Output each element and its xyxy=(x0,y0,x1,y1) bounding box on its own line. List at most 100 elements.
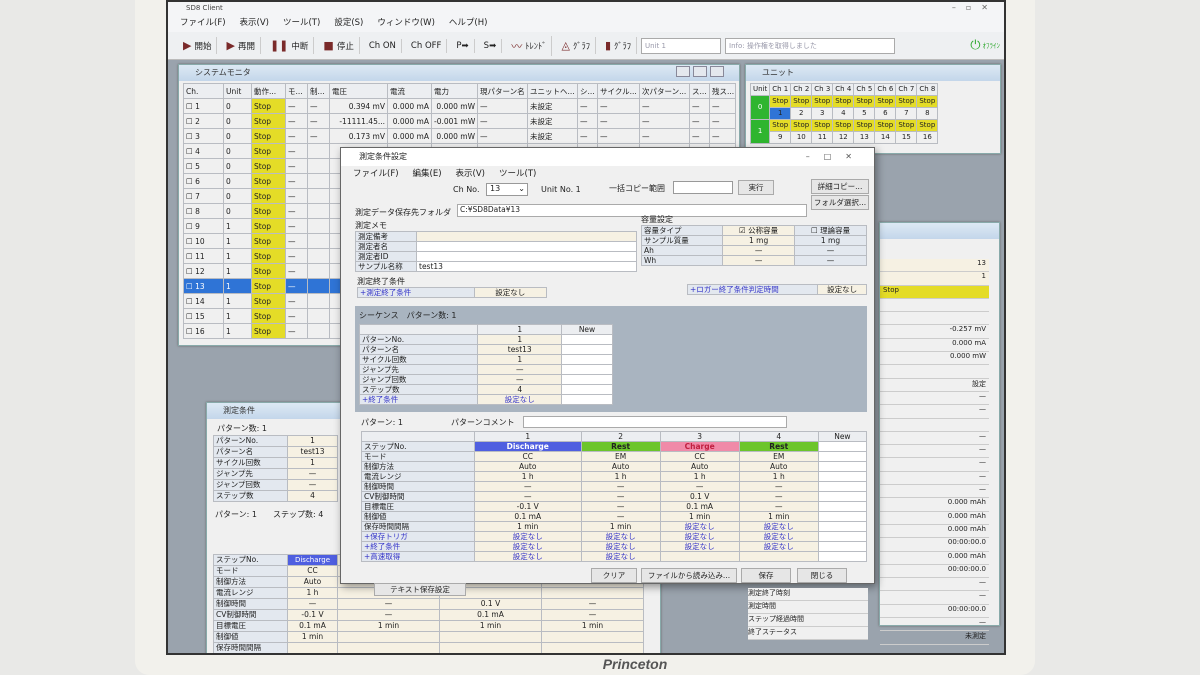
checkbox[interactable]: ☐ xyxy=(186,281,196,291)
table-row[interactable]: ☐ 1 0 Stop — —0.394 mV 0.000 mA 0.000 mW — 未設定 — —… xyxy=(183,98,736,114)
power-button[interactable]: ⏻ ｵﾌﾗｲﾝ xyxy=(970,38,1000,53)
checkbox[interactable]: ☐ xyxy=(186,146,196,156)
dialog-menu-item[interactable]: 編集(E) xyxy=(412,169,442,179)
column-header[interactable]: 電圧 xyxy=(329,83,388,99)
folder-input[interactable]: C:¥SD8Data¥13 xyxy=(457,204,807,217)
checkbox[interactable]: ☐ xyxy=(186,191,196,201)
column-header[interactable]: ユニットヘ... xyxy=(527,83,578,99)
cell[interactable]: 設定なし xyxy=(659,541,740,552)
dialog-menu-item[interactable]: ファイル(F) xyxy=(353,169,399,179)
load-file-button[interactable]: ファイルから読み込み... xyxy=(641,568,737,583)
clear-button[interactable]: クリア xyxy=(591,568,637,583)
toolbar-button[interactable]: ◬ ｸﾞﾗﾌ xyxy=(556,37,596,54)
minimize-icon[interactable] xyxy=(676,66,690,77)
channel-number[interactable]: 6 xyxy=(874,107,897,120)
checkbox[interactable]: ☐ xyxy=(186,266,196,276)
checkbox[interactable]: ☐ xyxy=(186,221,196,231)
cell[interactable]: +終了条件 xyxy=(358,394,479,405)
channel-number[interactable]: 5 xyxy=(853,107,876,120)
checkbox[interactable]: ☐ xyxy=(186,131,196,141)
cell[interactable]: 設定なし xyxy=(473,541,582,552)
column-header[interactable]: 動作... xyxy=(251,83,286,99)
menu-item[interactable]: 表示(V) xyxy=(239,18,269,28)
step-type-badge[interactable]: Discharge xyxy=(473,441,582,452)
channel-status[interactable]: Stop xyxy=(811,95,834,108)
column-header[interactable]: Ch. xyxy=(183,83,224,99)
menu-item[interactable]: ファイル(F) xyxy=(180,18,226,28)
checkbox[interactable]: ☐ xyxy=(186,311,196,321)
table-row[interactable]: ☐ 3 0 Stop — —0.173 mV 0.000 mA 0.000 mW — 未設定 — —… xyxy=(183,128,736,144)
column-header[interactable]: 次パターン... xyxy=(639,83,690,99)
capacity-cell[interactable]: ☐ 理論容量 xyxy=(794,225,867,236)
detail-copy-button[interactable]: 詳細コピー... xyxy=(811,179,869,194)
memo-input[interactable]: test13 xyxy=(416,261,637,272)
dialog-window-controls[interactable]: –□✕ xyxy=(805,152,866,161)
cell[interactable]: 設定なし xyxy=(738,541,819,552)
channel-status[interactable]: Stop xyxy=(916,95,939,108)
toolbar-button[interactable]: ■ 停止 xyxy=(318,37,360,54)
channel-status[interactable]: Stop xyxy=(832,119,855,132)
toolbar-button[interactable]: Ch ON xyxy=(364,38,402,53)
column-header[interactable]: シ... xyxy=(577,83,598,99)
channel-number[interactable]: 2 xyxy=(790,107,813,120)
column-header[interactable]: 制... xyxy=(307,83,330,99)
menu-item[interactable]: ヘルプ(H) xyxy=(448,18,488,28)
execute-button[interactable]: 実行 xyxy=(738,180,774,195)
channel-number[interactable]: 16 xyxy=(916,131,939,144)
channel-number[interactable]: 9 xyxy=(769,131,792,144)
channel-number[interactable]: 1 xyxy=(769,107,792,120)
toolbar-button[interactable]: ▮ ｸﾞﾗﾌ xyxy=(600,37,638,54)
menu-item[interactable]: ツール(T) xyxy=(282,18,321,28)
end-condition-link[interactable]: +測定終了条件 xyxy=(357,287,475,298)
copy-range-input[interactable] xyxy=(673,181,733,194)
step-type-badge[interactable]: Charge xyxy=(659,441,740,452)
ch-no-select[interactable]: 13 ⌄ xyxy=(486,183,528,196)
channel-status[interactable]: Stop xyxy=(811,119,834,132)
checkbox[interactable]: ☐ xyxy=(186,326,196,336)
maximize-icon[interactable] xyxy=(693,66,707,77)
channel-number[interactable]: 13 xyxy=(853,131,876,144)
channel-number[interactable]: 10 xyxy=(790,131,813,144)
channel-number[interactable]: 14 xyxy=(874,131,897,144)
channel-status[interactable]: Stop xyxy=(874,95,897,108)
save-button[interactable]: 保存 xyxy=(741,568,791,583)
cell[interactable]: 設定なし xyxy=(580,531,661,542)
window-controls[interactable]: –▫✕ xyxy=(951,3,998,12)
dialog-menu-item[interactable]: 表示(V) xyxy=(455,169,485,179)
capacity-cell[interactable]: ☑ 公称容量 xyxy=(722,225,796,236)
cell[interactable]: 設定なし xyxy=(738,531,819,542)
menu-item[interactable]: ウィンドウ(W) xyxy=(377,18,435,28)
column-header[interactable]: 電流 xyxy=(387,83,432,99)
checkbox[interactable]: ☐ xyxy=(186,251,196,261)
unit-field[interactable]: Unit 1 xyxy=(641,37,722,54)
toolbar-button[interactable]: S➡ xyxy=(479,38,503,53)
channel-number[interactable]: 3 xyxy=(811,107,834,120)
step-type-badge[interactable]: Rest xyxy=(580,441,661,452)
checkbox[interactable]: ☐ xyxy=(186,176,196,186)
channel-status[interactable]: Stop xyxy=(853,119,876,132)
channel-number[interactable]: 4 xyxy=(832,107,855,120)
channel-status[interactable]: Stop xyxy=(832,95,855,108)
close-button[interactable]: 閉じる xyxy=(797,568,847,583)
memo-input[interactable] xyxy=(416,251,637,262)
toolbar-button[interactable]: ▶ 開始 xyxy=(178,37,218,54)
column-header[interactable]: 現パターン名 xyxy=(477,83,528,99)
folder-select-button[interactable]: フォルダ選択... xyxy=(811,195,869,210)
column-header[interactable]: 電力 xyxy=(431,83,478,99)
checkbox[interactable]: ☐ xyxy=(810,226,821,235)
toolbar-button[interactable]: Ch OFF xyxy=(406,38,448,53)
column-header[interactable]: Unit xyxy=(223,83,252,99)
step-type-badge[interactable]: Rest xyxy=(738,441,819,452)
toolbar-button[interactable]: P➡ xyxy=(451,38,475,53)
channel-status[interactable]: Stop xyxy=(916,119,939,132)
channel-status[interactable]: Stop xyxy=(790,95,813,108)
checkbox[interactable]: ☐ xyxy=(186,101,196,111)
column-header[interactable]: 残ス... xyxy=(709,83,736,99)
unit-id[interactable]: 0 xyxy=(749,95,771,120)
menu-item[interactable]: 設定(S) xyxy=(334,18,364,28)
table-row[interactable]: ☐ 2 0 Stop — — -11111.45... 0.000 mA -0.001 mW —… xyxy=(183,113,736,129)
pattern-comment-input[interactable] xyxy=(523,416,787,428)
checkbox[interactable]: ☐ xyxy=(186,296,196,306)
checkbox[interactable]: ☐ xyxy=(186,236,196,246)
text-save-settings-button[interactable]: テキスト保存設定 xyxy=(374,583,466,596)
